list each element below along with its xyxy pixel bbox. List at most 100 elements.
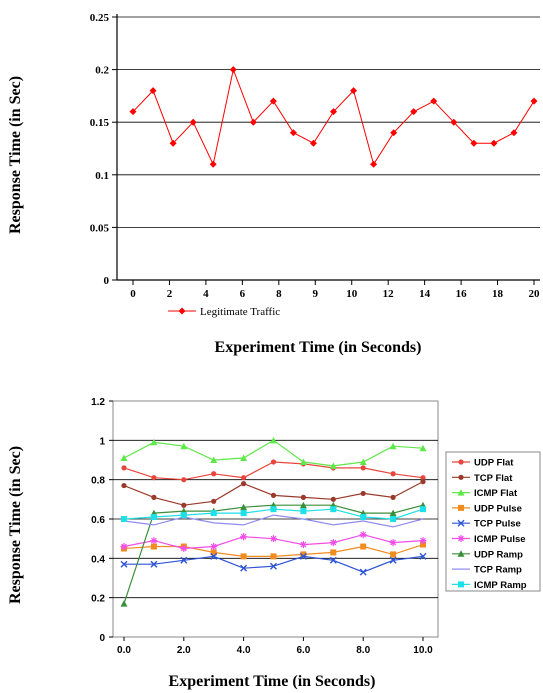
chart-2-data-point xyxy=(329,539,337,547)
chart-2-data-point xyxy=(151,475,157,481)
chart-2-data-point xyxy=(240,564,248,572)
chart-2-legend-label: UDP Pulse xyxy=(474,503,522,514)
chart-2-data-point xyxy=(300,551,307,558)
chart-2-series-line xyxy=(123,514,424,528)
chart-2-data-point xyxy=(389,509,397,517)
chart-2-x-tick-label: 0.0 xyxy=(117,645,131,656)
chart-2-data-point xyxy=(300,508,307,515)
chart-1-x-tick-label: 16 xyxy=(456,288,468,300)
chart-2-data-point xyxy=(389,442,397,450)
chart-2-x-tick-label: 8.0 xyxy=(356,645,370,656)
chart-2-legend-marker xyxy=(458,581,464,588)
chart-2-data-point xyxy=(419,444,427,452)
chart-2-data-point xyxy=(150,537,158,545)
chart-2-data-point xyxy=(121,465,127,471)
chart-2-legend-label: ICMP Flat xyxy=(474,488,518,499)
chart-1-x-tick-label: 18 xyxy=(492,288,504,300)
chart-2-x-tick-label: 10.0 xyxy=(413,645,433,656)
chart-2-data-point xyxy=(150,438,158,446)
chart-1-data-point xyxy=(350,87,358,95)
chart-2-data-point xyxy=(299,458,307,465)
chart-1-x-tick-label: 9 xyxy=(313,288,319,300)
chart-2-data-point xyxy=(270,553,277,560)
chart-2-data-point xyxy=(120,454,128,462)
chart-2-data-point xyxy=(150,543,157,550)
chart-2-data-point xyxy=(360,543,367,550)
chart-1-data-point xyxy=(510,129,518,137)
chart-2-legend-marker xyxy=(458,459,464,465)
chart-2-data-point xyxy=(420,475,426,481)
chart-1-series-line xyxy=(132,67,535,166)
chart-2-legend-marker xyxy=(458,474,464,480)
chart-2-y-tick-label: 1 xyxy=(99,436,105,447)
chart-2-legend-marker xyxy=(457,489,465,496)
chart-1-data-point xyxy=(370,160,378,168)
chart-1-data-point xyxy=(390,129,398,137)
chart-2-data-point xyxy=(210,456,218,463)
chart-2-data-point xyxy=(270,535,277,543)
chart-2-y-tick-label: 1.2 xyxy=(91,397,105,408)
chart-2-data-point xyxy=(419,537,427,545)
chart-1-data-point xyxy=(189,118,197,126)
chart-2-data-point xyxy=(299,541,307,549)
chart-1-data-point xyxy=(209,160,217,168)
chart-2-data-point xyxy=(211,471,217,477)
chart-1-y-tick-label: 0.25 xyxy=(90,12,110,24)
chart-1-data-point xyxy=(530,97,538,105)
chart-2-data-point xyxy=(241,475,247,481)
chart-2-legend-label: UDP Ramp xyxy=(474,549,523,560)
chart-1-x-tick-label: 20 xyxy=(529,288,541,300)
chart-2-data-point xyxy=(270,436,277,444)
chart-2-data-point xyxy=(120,560,128,568)
chart-2-legend-label: ICMP Ramp xyxy=(474,580,527,591)
chart-1-x-tick-label: 12 xyxy=(383,288,395,300)
chart-2-data-point xyxy=(420,506,426,513)
chart-2-data-point xyxy=(150,514,157,521)
chart-1-data-point xyxy=(149,87,157,95)
chart-2-legend-marker xyxy=(457,519,465,527)
chart-2-data-point xyxy=(359,458,367,465)
chart-2-y-tick-label: 0.4 xyxy=(91,554,105,565)
chart-2-legend-marker xyxy=(458,504,464,511)
chart-2-data-point xyxy=(390,551,397,558)
chart-2-data-point xyxy=(420,541,426,548)
chart-2-data-point xyxy=(299,552,307,560)
chart-2-data-point xyxy=(360,490,366,497)
chart-2-legend-label: ICMP Pulse xyxy=(474,534,526,545)
chart-2-legend-label: TCP Pulse xyxy=(474,519,521,530)
chart-1-x-tick-label: 14 xyxy=(419,288,431,300)
chart-1-x-tick-label: 2 xyxy=(167,288,173,300)
chart-1-gridlines xyxy=(112,16,540,281)
chart-2-data-point xyxy=(330,549,337,556)
chart-2-data-point xyxy=(359,568,367,576)
chart-2-y-tick-label: 0.6 xyxy=(91,515,105,526)
chart-2-data-point xyxy=(180,545,188,552)
chart-2-data-point xyxy=(150,560,158,568)
chart-1-y-tick-label: 0.1 xyxy=(95,170,109,182)
chart-2-data-point xyxy=(210,552,218,560)
chart-1-data-point xyxy=(450,118,458,126)
chart-2-data-point xyxy=(211,498,217,504)
chart-2-legend-marker xyxy=(457,535,465,542)
chart-2-data-point xyxy=(389,556,397,564)
chart-1-legitimate-traffic: 0 0.05 0.1 0.15 0.2 0.25 0 2 4 6 8 9 10 12 14 16 18 20 L… xyxy=(7,12,540,356)
chart-1-x-tick-label: 4 xyxy=(203,288,209,300)
chart-2-x-axis-title: Experiment Time (in Seconds) xyxy=(169,673,376,690)
chart-1-data-point xyxy=(410,108,418,116)
chart-2-data-point xyxy=(240,533,248,541)
chart-1-y-axis-title: Response Time (in Sec) xyxy=(7,76,24,234)
chart-2-data-point xyxy=(270,562,277,570)
chart-1-series xyxy=(129,66,538,168)
chart-1-data-point xyxy=(330,108,337,116)
chart-1-data-point xyxy=(229,66,237,74)
chart-2-data-point xyxy=(210,549,217,556)
chart-2-data-point xyxy=(390,494,396,500)
chart-2-y-tick-labels: 0 0.2 0.4 0.6 0.8 1 1.2 xyxy=(91,397,105,644)
chart-2-data-point xyxy=(330,506,337,513)
chart-1-x-tick-label: 0 xyxy=(130,288,136,300)
chart-1-y-tick-label: 0.15 xyxy=(90,117,110,129)
chart-2-data-point xyxy=(210,510,217,517)
chart-2-data-point xyxy=(389,539,397,547)
chart-2-y-tick-label: 0.8 xyxy=(91,476,105,487)
chart-2-data-point xyxy=(210,543,218,551)
